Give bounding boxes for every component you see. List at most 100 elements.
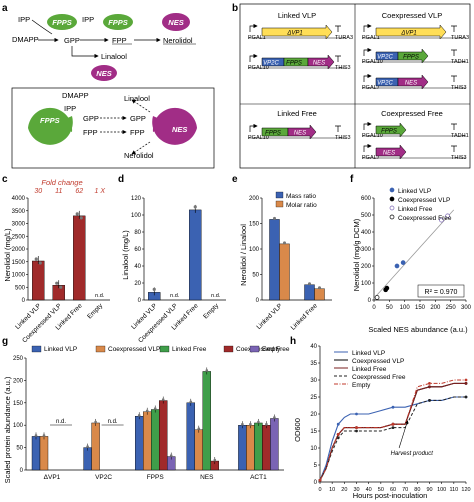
e-replicate-dot [273, 216, 276, 220]
g-bar [238, 425, 247, 471]
g-nd-label: n.d. [56, 419, 66, 425]
panel-label-g: g [2, 336, 8, 347]
g-replicate-dot [145, 409, 149, 413]
scheme-dmapp: DMAPP [62, 91, 89, 100]
gene-block [397, 48, 429, 64]
scheme-linalool: Linalool [124, 94, 150, 103]
arrow-ipp [31, 19, 53, 35]
g-legend-swatch [31, 345, 42, 353]
g-replicate-dot [273, 416, 276, 419]
f-point [439, 217, 444, 223]
h-point [464, 395, 468, 399]
gene-label: NES [313, 61, 325, 67]
panel-label-e: e [232, 174, 238, 185]
promoter-icon [249, 53, 258, 62]
h-y-tick-label: 30 [310, 378, 317, 384]
h-series-line [319, 396, 466, 481]
g-bar [134, 416, 144, 471]
g-x-tick-label: ΔVP1 [44, 474, 61, 481]
promoter-icon [363, 73, 372, 82]
h-xlabel: Hours post-inoculation [353, 491, 428, 500]
e-x-tick-label: Linked VLP [255, 302, 283, 330]
nes-label-2: NES [96, 69, 111, 78]
d-replicate-dot [152, 287, 156, 291]
f-x-tick-label: 200 [430, 305, 441, 311]
d-bar [189, 209, 202, 301]
g-legend-label: Coexpressed Free [236, 346, 290, 353]
g-replicate-dot [153, 407, 157, 410]
d-y-tick-label: 120 [131, 196, 142, 202]
h-point [355, 426, 358, 429]
terminator-icon [451, 25, 457, 32]
scheme-gpp-right: GPP [130, 114, 146, 123]
c-y-tick-label: 4000 [12, 196, 26, 202]
terminator-label: TADH1 [451, 59, 469, 65]
d-replicate-dot [193, 205, 197, 209]
panel-e-ratio-chart: Nerolidol / Linalool 0 50 100 150 200 Mass ra… [239, 191, 332, 332]
pathway-ipp-2: IPP [82, 15, 94, 24]
f-x-tick-label: 150 [415, 305, 426, 311]
fpps-label-2: FPPS [108, 18, 128, 27]
g-replicate-dot [137, 413, 141, 417]
panel-a-pathway: IPP DMAPP FPPS GPP IPP FPPS FPP Nerolido… [12, 13, 196, 81]
f-y-tick-label: 400 [361, 230, 372, 236]
g-x-tick-label: NES [200, 474, 214, 481]
panel-f-scatter-chart: Nerolidol (mg/g DCM) Scaled NES abundanc… [352, 187, 472, 334]
g-nd-label: n.d. [108, 419, 118, 425]
scheme-arrow-linalool [131, 99, 151, 113]
g-bar [194, 429, 204, 471]
scheme-gpp-left: GPP [83, 114, 99, 123]
gene-label: VP2C [263, 61, 279, 67]
gene-label: FPPS [403, 55, 419, 61]
e-y-tick-label: 150 [249, 222, 260, 228]
pathway-ipp: IPP [18, 15, 30, 24]
gene-block [287, 124, 317, 140]
g-replicate-dot [42, 434, 46, 437]
f-x-tick-label: 50 [386, 305, 393, 311]
g-replicate-dot [189, 400, 193, 404]
c-fold-value: 30 [34, 188, 42, 195]
g-replicate-dot [205, 369, 209, 372]
g-replicate-dot [241, 422, 244, 426]
c-replicate-dot [75, 212, 79, 216]
promoter-label: PGAL10 [362, 133, 383, 139]
scheme-fpp-right: FPP [130, 128, 145, 137]
h-harvest-arrow [398, 420, 409, 449]
terminator-label: TADH1 [451, 133, 469, 139]
d-y-tick-label: 0 [138, 298, 142, 304]
f-x-tick-label: 0 [372, 305, 376, 311]
panel-b-constructs: Linked VLP Coexpressed VLP Linked Free C… [239, 3, 471, 169]
h-legend-label: Linked VLP [352, 350, 385, 357]
terminator-label: THIS3 [335, 65, 351, 71]
g-legend-label: Coexpressed VLP [108, 346, 160, 353]
g-bar [39, 436, 49, 471]
pathway-dmapp: DMAPP [12, 35, 39, 44]
h-series-line [319, 379, 466, 481]
g-bar [142, 411, 152, 471]
panel-c-nerolidol-chart: Nerolidol (mg/L) Fold change 0 500 1000 150… [3, 178, 110, 344]
gene-label: VP2C [377, 55, 393, 61]
f-y-tick-label: 0 [368, 298, 372, 304]
terminator-label: THIS3 [451, 155, 467, 161]
g-y-tick-label: 250 [13, 356, 24, 362]
c-replicate-dot [79, 216, 83, 220]
e-y-tick-label: 100 [249, 247, 260, 253]
terminator-icon [451, 123, 457, 130]
f-legend-label: Coexpressed Free [398, 215, 452, 222]
e-legend-label: Mass ratio [286, 193, 316, 200]
gene-label: FPPS [381, 129, 397, 135]
g-replicate-dot [197, 427, 201, 430]
g-bar [150, 409, 160, 471]
h-legend-label: Linked Free [352, 366, 387, 373]
panel-label-d: d [118, 174, 124, 185]
terminator-label: TURA3 [335, 35, 353, 41]
gene-label: ΔVP1 [400, 31, 416, 37]
h-x-tick-label: 60 [390, 487, 396, 493]
panel-a-scheme-box: FPPS NES DMAPP IPP GPP FPP GPP FPP Linal… [11, 87, 215, 169]
f-y-tick-label: 500 [361, 213, 372, 219]
title-coexpressed-vlp: Coexpressed VLP [382, 11, 442, 20]
g-replicate-dot [257, 420, 260, 424]
g-bar [202, 371, 212, 471]
g-y-tick-label: 0 [20, 468, 24, 474]
d-ylabel: Linalool (mg/L) [121, 230, 130, 280]
